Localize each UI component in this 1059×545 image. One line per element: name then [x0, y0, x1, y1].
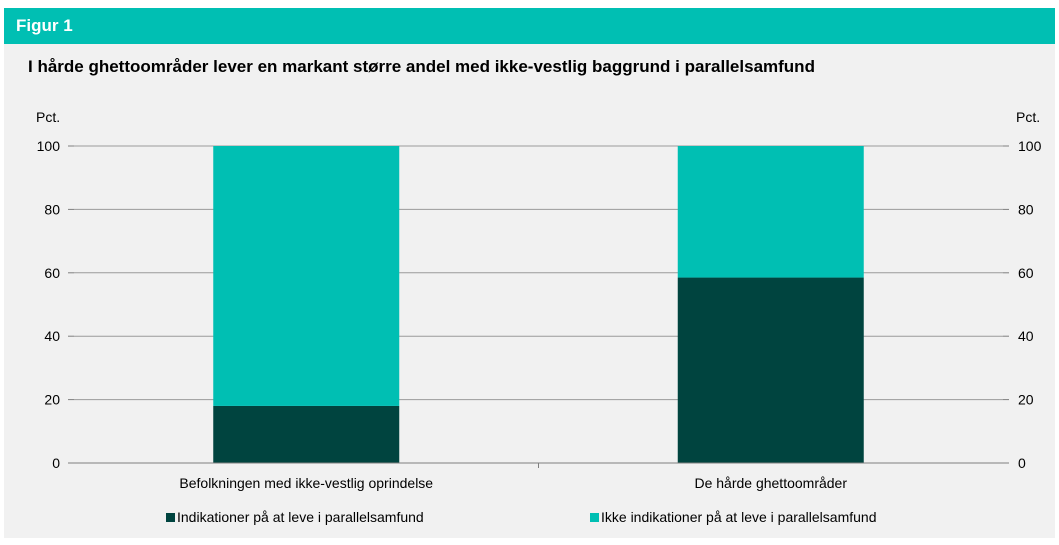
x-category-label: De hårde ghettoområder [694, 475, 847, 491]
left-tick-label: 80 [44, 201, 60, 217]
left-axis-unit-label: Pct. [36, 109, 60, 125]
left-tick-label: 60 [44, 265, 60, 281]
right-tick-label: 100 [1018, 138, 1042, 154]
left-tick-label: 20 [44, 392, 60, 408]
legend-swatch [166, 513, 175, 522]
legend-label: Ikke indikationer på at leve i parallels… [601, 509, 877, 525]
legend-swatch [590, 513, 599, 522]
right-tick-label: 40 [1018, 328, 1034, 344]
legend-label: Indikationer på at leve i parallelsamfun… [177, 509, 424, 525]
right-tick-label: 80 [1018, 201, 1034, 217]
figure-label: Figur 1 [16, 16, 73, 35]
figure-header: Figur 1 [4, 8, 1055, 44]
left-tick-label: 40 [44, 328, 60, 344]
bar-segment-not-indicated [213, 146, 400, 406]
left-tick-label: 100 [37, 138, 61, 154]
x-category-label: Befolkningen med ikke-vestlig oprindelse [179, 475, 433, 491]
left-tick-label: 0 [52, 455, 60, 471]
right-tick-label: 20 [1018, 392, 1034, 408]
bar-segment-not-indicated [677, 146, 864, 278]
bar-segment-indicated [677, 277, 864, 463]
right-axis-unit-label: Pct. [1016, 109, 1040, 125]
right-tick-label: 0 [1018, 455, 1026, 471]
right-tick-label: 60 [1018, 265, 1034, 281]
chart-title: I hårde ghettoområder lever en markant s… [28, 57, 815, 76]
bar-segment-indicated [213, 405, 400, 463]
